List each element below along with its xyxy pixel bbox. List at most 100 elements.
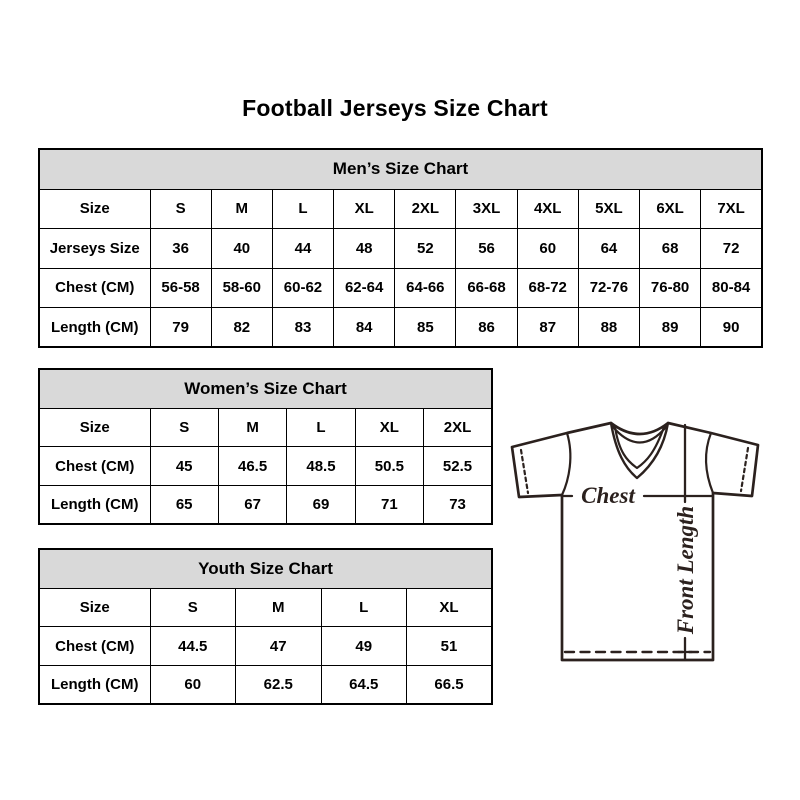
value-cell: 85 xyxy=(394,307,457,348)
value-cell: 52 xyxy=(394,228,457,269)
right-armhole-seam xyxy=(704,431,715,495)
value-cell: 49 xyxy=(320,626,407,666)
jersey-measurement-diagram: Chest Front Length xyxy=(503,414,773,670)
value-cell: XL xyxy=(406,587,493,628)
value-cell: 82 xyxy=(210,307,273,348)
value-cell: 47 xyxy=(235,626,322,666)
value-cell: 80-84 xyxy=(700,267,763,308)
value-cell: 62.5 xyxy=(235,664,322,705)
collar-v-outer xyxy=(609,421,670,480)
value-cell: 7XL xyxy=(700,188,763,229)
table-band-row: Youth Size Chart xyxy=(38,548,493,589)
jersey-illustration-icon: Chest Front Length xyxy=(510,421,760,662)
row-header-cell: Size xyxy=(38,188,151,229)
value-cell: S xyxy=(149,587,236,628)
table-row: Chest (CM) 44.5 47 49 51 xyxy=(38,626,493,666)
value-cell: 3XL xyxy=(455,188,518,229)
row-header-cell: Length (CM) xyxy=(38,664,151,705)
table-row: Length (CM) 79 82 83 84 85 86 87 88 89 90 xyxy=(38,307,763,348)
value-cell: 45 xyxy=(149,446,219,486)
value-cell: 90 xyxy=(700,307,763,348)
value-cell: 46.5 xyxy=(217,446,288,486)
value-cell: 2XL xyxy=(423,407,493,448)
front-length-label: Front Length xyxy=(673,506,698,635)
value-cell: L xyxy=(271,188,335,229)
value-cell: 72 xyxy=(700,228,763,269)
mens-size-chart-table: Men’s Size Chart Size S M L XL 2XL 3XL 4XL 5XL 6X… xyxy=(38,148,763,348)
value-cell: 60 xyxy=(516,228,579,269)
value-cell: 48.5 xyxy=(286,446,356,486)
value-cell: 69 xyxy=(286,484,356,525)
value-cell: 73 xyxy=(423,484,493,525)
row-header-cell: Chest (CM) xyxy=(38,446,151,486)
value-cell: L xyxy=(286,407,356,448)
value-cell: 56-58 xyxy=(149,267,212,308)
value-cell: 64.5 xyxy=(320,664,407,705)
value-cell: 64 xyxy=(577,228,641,269)
value-cell: M xyxy=(235,587,322,628)
value-cell: 5XL xyxy=(577,188,641,229)
value-cell: 88 xyxy=(577,307,641,348)
value-cell: 40 xyxy=(210,228,273,269)
table-band-row: Men’s Size Chart xyxy=(38,148,763,190)
right-cuff-dashed-line xyxy=(739,446,750,493)
value-cell: 71 xyxy=(354,484,425,525)
table-row: Size S M L XL xyxy=(38,587,493,628)
table-row: Length (CM) 65 67 69 71 73 xyxy=(38,484,493,525)
jersey-outline xyxy=(510,421,760,662)
table-row: Size S M L XL 2XL xyxy=(38,407,493,448)
value-cell: M xyxy=(217,407,288,448)
womens-table-title: Women’s Size Chart xyxy=(38,368,493,409)
value-cell: M xyxy=(210,188,273,229)
row-header-cell: Length (CM) xyxy=(38,307,151,348)
youth-size-chart-table: Youth Size Chart Size S M L XL Chest (CM) 44.5… xyxy=(38,548,493,706)
value-cell: 58-60 xyxy=(210,267,273,308)
chest-label: Chest xyxy=(581,483,635,508)
table-band-row: Women’s Size Chart xyxy=(38,368,493,409)
row-header-cell: Chest (CM) xyxy=(38,626,151,666)
value-cell: 60-62 xyxy=(271,267,335,308)
table-row: Length (CM) 60 62.5 64.5 66.5 xyxy=(38,664,493,705)
value-cell: 72-76 xyxy=(577,267,641,308)
collar-v-inner xyxy=(613,425,666,470)
value-cell: 67 xyxy=(217,484,288,525)
value-cell: 65 xyxy=(149,484,219,525)
front-length-measure-line xyxy=(676,423,694,662)
value-cell: 86 xyxy=(455,307,518,348)
value-cell: 6XL xyxy=(638,188,702,229)
left-armhole-seam xyxy=(560,431,572,497)
value-cell: L xyxy=(320,587,407,628)
value-cell: 56 xyxy=(455,228,518,269)
value-cell: 4XL xyxy=(516,188,579,229)
value-cell: 64-66 xyxy=(394,267,457,308)
table-row: Jerseys Size 36 40 44 48 52 56 60 64 68 72 xyxy=(38,228,763,269)
value-cell: 48 xyxy=(333,228,396,269)
value-cell: 44 xyxy=(271,228,335,269)
value-cell: 50.5 xyxy=(354,446,425,486)
value-cell: 66.5 xyxy=(406,664,493,705)
row-header-cell: Size xyxy=(38,407,151,448)
value-cell: 68-72 xyxy=(516,267,579,308)
value-cell: 2XL xyxy=(394,188,457,229)
page-title: Football Jerseys Size Chart xyxy=(242,95,548,121)
mens-table-title: Men’s Size Chart xyxy=(38,148,763,190)
value-cell: 68 xyxy=(638,228,702,269)
value-cell: 87 xyxy=(516,307,579,348)
value-cell: 60 xyxy=(149,664,236,705)
value-cell: 84 xyxy=(333,307,396,348)
value-cell: S xyxy=(149,407,219,448)
value-cell: 89 xyxy=(638,307,702,348)
value-cell: 66-68 xyxy=(455,267,518,308)
value-cell: XL xyxy=(333,188,396,229)
value-cell: 51 xyxy=(406,626,493,666)
value-cell: 52.5 xyxy=(423,446,493,486)
value-cell: 79 xyxy=(149,307,212,348)
value-cell: 83 xyxy=(271,307,335,348)
value-cell: 36 xyxy=(149,228,212,269)
table-row: Chest (CM) 45 46.5 48.5 50.5 52.5 xyxy=(38,446,493,486)
left-cuff-dashed-line xyxy=(519,448,530,495)
table-row: Chest (CM) 56-58 58-60 60-62 62-64 64-66 66-68… xyxy=(38,267,763,308)
row-header-cell: Length (CM) xyxy=(38,484,151,525)
youth-table-title: Youth Size Chart xyxy=(38,548,493,589)
